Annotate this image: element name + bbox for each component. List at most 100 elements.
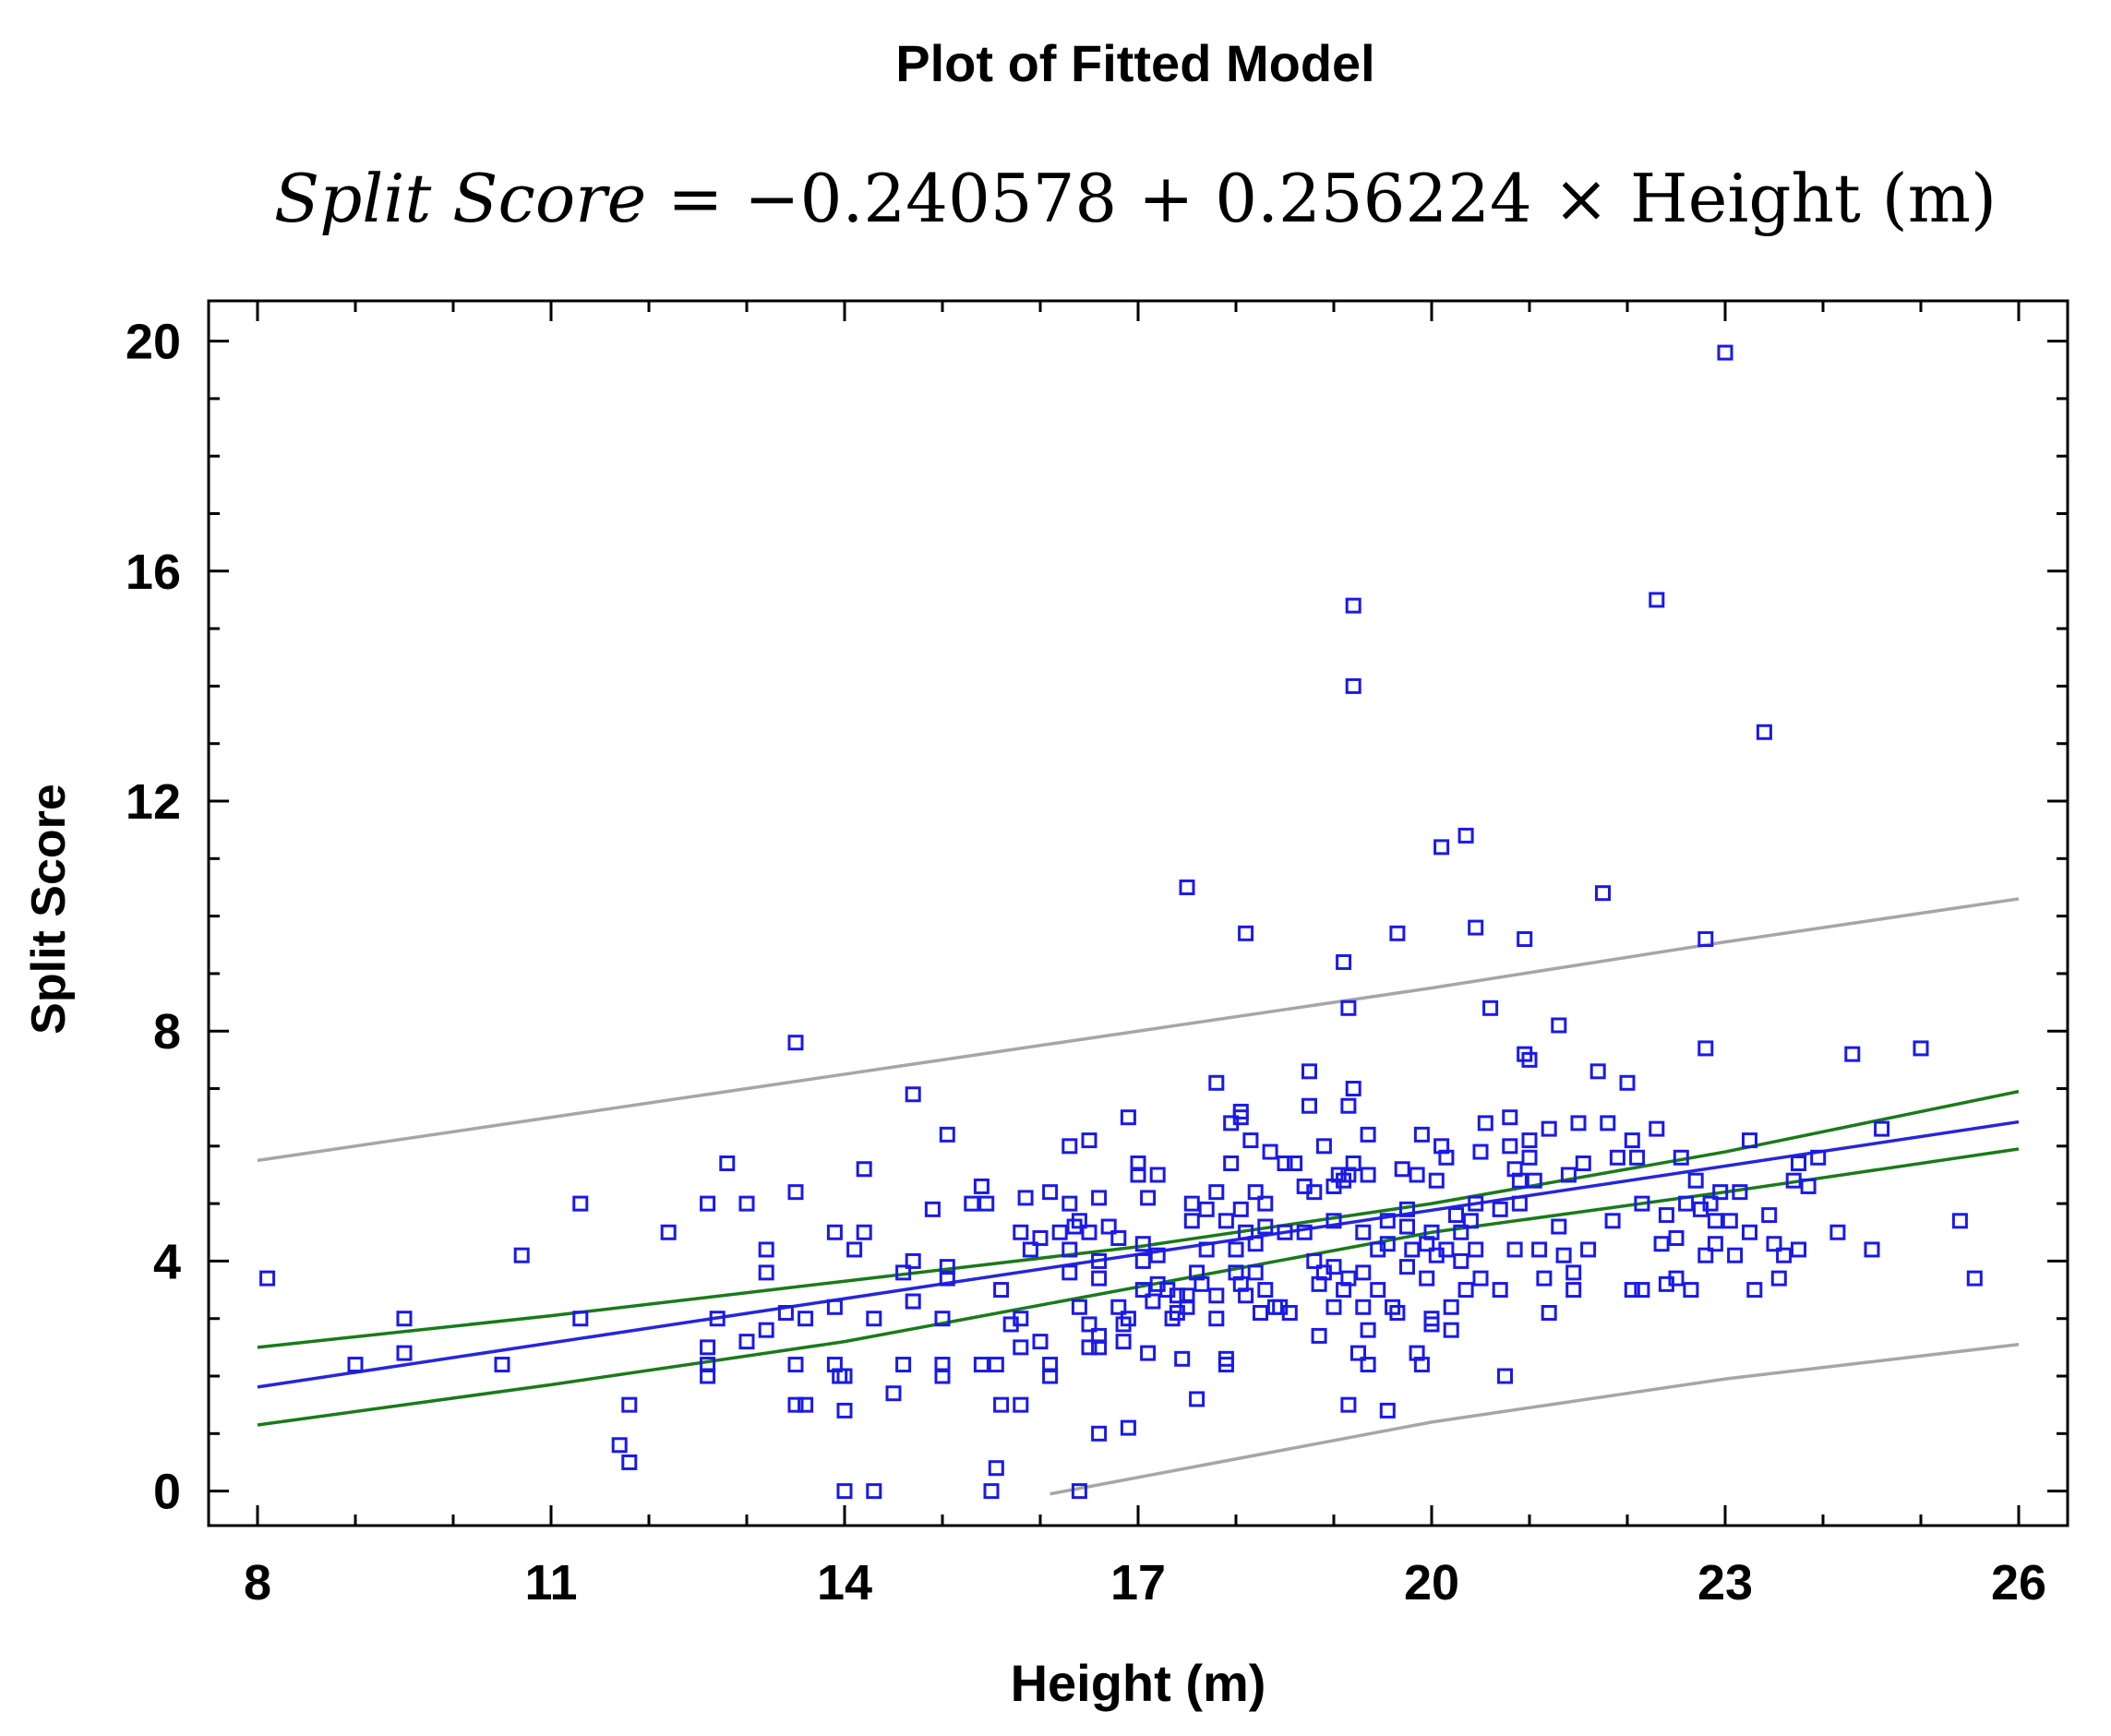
data-point (1702, 1195, 1719, 1212)
data-point (1536, 1270, 1553, 1287)
data-point (1325, 1213, 1342, 1229)
data-point (787, 1184, 804, 1201)
data-point (1360, 1167, 1376, 1183)
data-point (924, 1201, 941, 1217)
x-tick-label: 11 (524, 1555, 577, 1610)
data-point (1653, 1236, 1670, 1252)
data-point (1521, 1132, 1538, 1149)
data-point (1668, 1229, 1685, 1246)
data-point (1756, 724, 1772, 740)
data-point (1379, 1236, 1396, 1252)
data-point (494, 1357, 510, 1373)
data-point (1379, 1213, 1396, 1229)
data-point (1032, 1334, 1049, 1350)
data-point (1482, 1000, 1499, 1016)
data-point (1785, 1172, 1802, 1189)
data-point (1570, 1115, 1587, 1131)
data-point (1389, 925, 1406, 941)
data-point (1423, 1224, 1440, 1240)
data-point (1453, 1252, 1469, 1269)
data-point (1399, 1218, 1415, 1235)
data-point (1022, 1241, 1038, 1258)
data-point (1315, 1138, 1332, 1155)
data-points (259, 344, 1983, 1500)
data-point (1717, 344, 1733, 361)
data-point (1595, 885, 1611, 902)
data-point (1311, 1275, 1327, 1292)
data-point (1394, 1161, 1410, 1178)
data-point (1609, 1149, 1625, 1166)
data-point (396, 1345, 413, 1361)
chart-title: Plot of Fitted Model (895, 34, 1374, 92)
data-point (988, 1460, 1004, 1477)
data-point (1242, 1132, 1259, 1149)
data-point (905, 1252, 921, 1269)
data-point (1232, 1201, 1249, 1217)
data-point (1091, 1190, 1108, 1206)
data-point (700, 1195, 716, 1212)
data-point (738, 1195, 755, 1212)
data-point (1404, 1241, 1421, 1258)
data-point (826, 1357, 843, 1373)
data-point (1208, 1311, 1225, 1327)
data-point (1619, 1074, 1636, 1091)
data-point (1433, 839, 1450, 856)
data-point (1791, 1155, 1806, 1172)
data-point (1506, 1161, 1523, 1178)
data-point (1506, 1241, 1523, 1258)
data-point (1120, 1109, 1136, 1126)
data-point (1345, 677, 1361, 694)
data-point (1296, 1224, 1313, 1240)
data-point (1565, 1264, 1582, 1281)
data-point (513, 1247, 530, 1263)
data-point (1013, 1224, 1029, 1240)
data-point (396, 1311, 413, 1327)
data-point (1844, 1046, 1861, 1062)
data-point (1438, 1149, 1455, 1166)
data-point (1721, 1213, 1738, 1229)
data-point (1017, 1190, 1034, 1206)
data-point (798, 1396, 814, 1413)
data-point (1742, 1132, 1757, 1149)
data-point (1360, 1357, 1376, 1373)
data-point (1673, 1149, 1689, 1166)
data-point (1277, 1155, 1293, 1172)
data-point (1629, 1149, 1646, 1166)
data-point (1360, 1322, 1376, 1338)
data-point (1071, 1299, 1087, 1315)
data-point (1697, 1247, 1714, 1263)
data-point (934, 1357, 951, 1373)
data-point (1232, 1275, 1249, 1292)
data-point (700, 1368, 716, 1384)
data-point (1477, 1115, 1493, 1131)
data-point (1091, 1425, 1108, 1442)
data-point (1110, 1299, 1127, 1315)
data-point (1115, 1334, 1132, 1350)
data-point (758, 1241, 774, 1258)
data-point (1134, 1252, 1151, 1269)
data-point (1169, 1287, 1185, 1304)
data-point (1433, 1138, 1450, 1155)
data-point (905, 1086, 921, 1103)
model-equation: Split Score = −0.240578 + 0.256224 × Hei… (274, 160, 1997, 237)
data-point (738, 1334, 755, 1350)
data-point (1228, 1264, 1244, 1281)
data-point (1355, 1264, 1372, 1281)
data-point (1624, 1132, 1640, 1149)
data-point (1511, 1195, 1528, 1212)
data-point (1287, 1155, 1303, 1172)
data-point (700, 1339, 716, 1356)
data-point (1193, 1275, 1210, 1292)
data-point (1032, 1229, 1049, 1246)
data-point (1257, 1282, 1274, 1299)
data-point (1761, 1207, 1778, 1224)
data-point (1697, 931, 1714, 948)
data-point (1091, 1327, 1108, 1344)
data-point (347, 1357, 364, 1373)
data-point (1238, 1224, 1254, 1240)
data-point (934, 1311, 951, 1327)
data-point (1399, 1201, 1415, 1217)
data-point (1061, 1264, 1078, 1281)
data-point (1413, 1357, 1430, 1373)
data-point (1800, 1178, 1817, 1194)
